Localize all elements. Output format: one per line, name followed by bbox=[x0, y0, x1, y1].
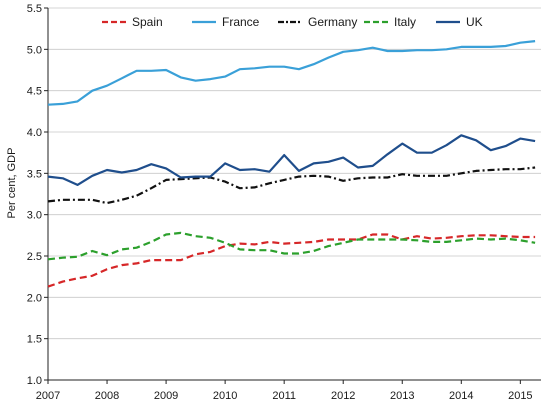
y-tick-label: 1.0 bbox=[27, 375, 42, 387]
x-tick-label: 2014 bbox=[449, 390, 473, 402]
y-tick-label: 3.5 bbox=[27, 168, 42, 180]
x-tick-label: 2008 bbox=[95, 390, 119, 402]
legend-label-germany: Germany bbox=[308, 15, 357, 29]
x-tick-label: 2011 bbox=[272, 390, 296, 402]
y-tick-label: 5.0 bbox=[27, 44, 42, 56]
x-tick-label: 2007 bbox=[36, 390, 60, 402]
y-tick-label: 2.0 bbox=[27, 292, 42, 304]
legend-label-spain: Spain bbox=[132, 15, 163, 29]
y-tick-label: 4.5 bbox=[27, 86, 42, 98]
series-line-spain bbox=[47, 233, 536, 288]
legend-label-italy: Italy bbox=[394, 15, 416, 29]
x-tick-label: 2012 bbox=[331, 390, 355, 402]
x-tick-label: 2015 bbox=[508, 390, 532, 402]
gridlines bbox=[48, 7, 541, 340]
series-line-germany bbox=[47, 166, 536, 205]
x-tick-labels: 2007 2008 2009 2010 2011 2012 2013 2014 2015 bbox=[36, 380, 533, 402]
series-line-uk bbox=[47, 134, 536, 186]
x-tick-label: 2009 bbox=[154, 390, 178, 402]
x-tick-label: 2013 bbox=[390, 390, 414, 402]
series-lines bbox=[47, 40, 536, 288]
legend-label-france: France bbox=[222, 15, 260, 29]
y-tick-labels: 1.0 1.5 2.0 2.5 3.0 3.5 4.0 4.5 5.0 5.5 bbox=[27, 3, 48, 387]
y-tick-label: 1.5 bbox=[27, 334, 42, 346]
y-axis-title: Per cent, GDP bbox=[6, 148, 18, 219]
y-tick-label: 4.0 bbox=[27, 127, 42, 139]
series-line-france bbox=[47, 40, 536, 106]
y-tick-label: 3.0 bbox=[27, 210, 42, 222]
y-tick-label: 2.5 bbox=[27, 251, 42, 263]
x-tick-label: 2010 bbox=[213, 390, 237, 402]
legend-label-uk: UK bbox=[466, 15, 483, 29]
y-tick-label: 5.5 bbox=[27, 3, 42, 15]
axes bbox=[47, 8, 541, 381]
legend: Spain France Germany Italy UK bbox=[102, 15, 483, 29]
